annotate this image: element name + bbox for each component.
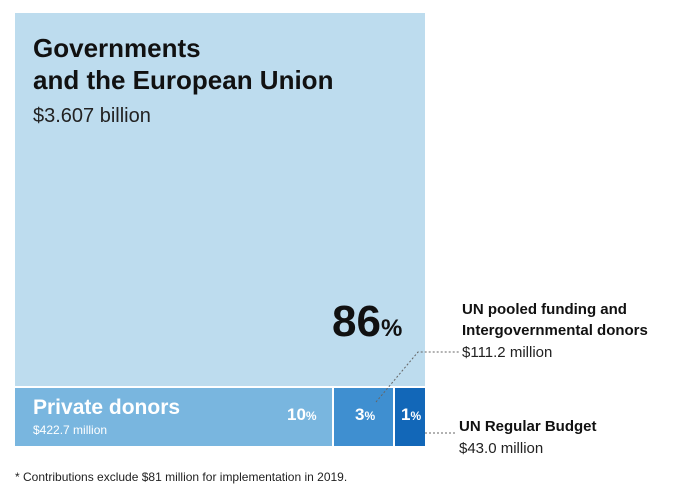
governments-percent-value: 86 bbox=[332, 297, 381, 346]
private-donors-label: Private donors bbox=[33, 396, 181, 419]
pooled-funding-label-line2: Intergovernmental donors bbox=[462, 322, 648, 339]
regular-budget-percent-sign: % bbox=[410, 409, 422, 423]
block-private-donors bbox=[15, 388, 332, 446]
private-donors-percent-sign: % bbox=[305, 409, 317, 423]
private-donors-percent: 10% bbox=[287, 405, 317, 426]
footnote: * Contributions exclude $81 million for … bbox=[15, 470, 348, 484]
pooled-funding-percent: 3% bbox=[355, 405, 375, 426]
pooled-funding-label-line1: UN pooled funding and bbox=[462, 301, 627, 318]
governments-label: Governments and the European Union bbox=[33, 32, 413, 96]
block-un-pooled-funding bbox=[334, 388, 393, 446]
pooled-funding-amount: $111.2 million bbox=[462, 344, 553, 361]
private-donors-amount: $422.7 million bbox=[33, 423, 108, 437]
regular-budget-percent-value: 1 bbox=[401, 405, 411, 424]
regular-budget-amount: $43.0 million bbox=[459, 440, 544, 457]
pooled-funding-label: UN pooled funding and Intergovernmental … bbox=[462, 299, 684, 341]
regular-budget-percent: 1% bbox=[401, 405, 421, 426]
pooled-funding-percent-sign: % bbox=[364, 409, 376, 423]
governments-label-line1: Governments bbox=[33, 33, 201, 63]
pooled-funding-percent-value: 3 bbox=[355, 405, 365, 424]
regular-budget-label: UN Regular Budget bbox=[459, 418, 597, 435]
governments-percent: 86% bbox=[332, 297, 402, 354]
private-donors-percent-value: 10 bbox=[287, 405, 306, 424]
leader-line-pooled bbox=[375, 351, 460, 403]
block-governments-eu bbox=[15, 13, 425, 386]
governments-label-line2: and the European Union bbox=[33, 65, 334, 95]
governments-amount: $3.607 billion bbox=[33, 105, 151, 127]
block-un-regular-budget bbox=[395, 388, 425, 446]
governments-percent-sign: % bbox=[380, 315, 403, 342]
